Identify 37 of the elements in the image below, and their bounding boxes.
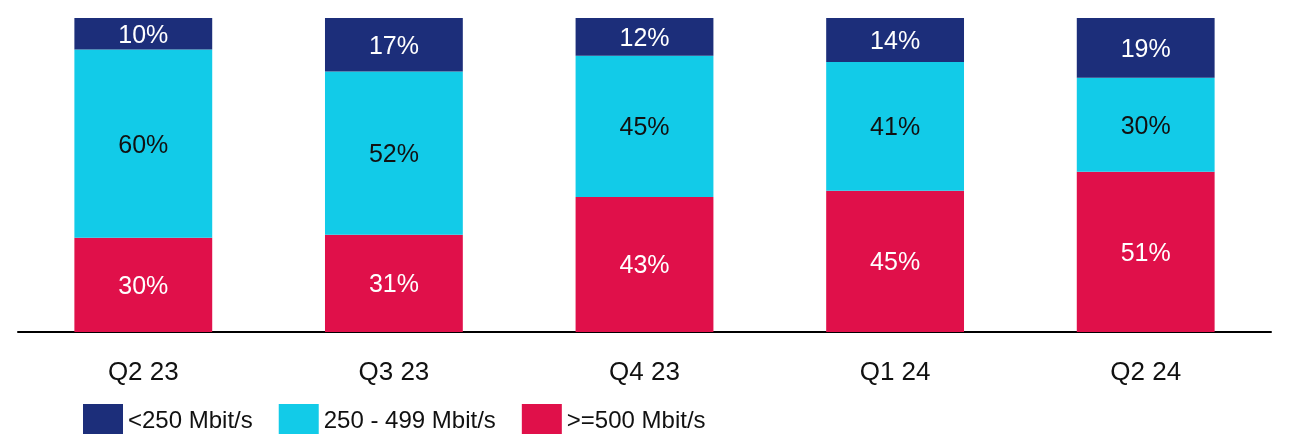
bar [74, 237, 213, 332]
data-label: 31% [368, 269, 419, 298]
data-label: 45% [870, 247, 921, 276]
data-label: 60% [118, 129, 169, 158]
x-tick-label: Q3 23 [358, 356, 430, 386]
x-tick-label: Q2 23 [107, 356, 179, 386]
data-label: 43% [619, 250, 670, 279]
x-tick-label: Q4 23 [609, 356, 680, 386]
x-tick-label: Q1 24 [859, 356, 931, 386]
data-label: 45% [619, 112, 670, 141]
legend-label: <250 Mbit/s [128, 405, 253, 433]
bar [324, 18, 463, 72]
data-label: 10% [118, 19, 169, 48]
x-tick-label: Q2 24 [1110, 356, 1182, 386]
data-label: 51% [1120, 237, 1171, 266]
bar [324, 71, 463, 235]
bar [1076, 77, 1215, 172]
bar [1076, 171, 1215, 332]
bar [575, 196, 714, 332]
data-label: 19% [1120, 33, 1171, 62]
bar [1076, 18, 1215, 78]
bar [826, 190, 965, 332]
bar [826, 61, 965, 191]
data-label: 14% [870, 25, 921, 54]
data-label: 52% [368, 139, 419, 168]
bar [826, 18, 965, 62]
bar [324, 234, 463, 332]
legend-label: >=500 Mbit/s [566, 405, 706, 433]
data-label: 17% [368, 30, 419, 59]
data-label: 30% [118, 270, 169, 299]
bar [74, 49, 213, 238]
legend-label: 250 - 499 Mbit/s [323, 405, 496, 433]
data-label: 12% [619, 22, 670, 51]
bar [575, 55, 714, 197]
data-label: 30% [1120, 110, 1171, 139]
bar [575, 18, 714, 56]
data-label: 41% [870, 112, 921, 141]
